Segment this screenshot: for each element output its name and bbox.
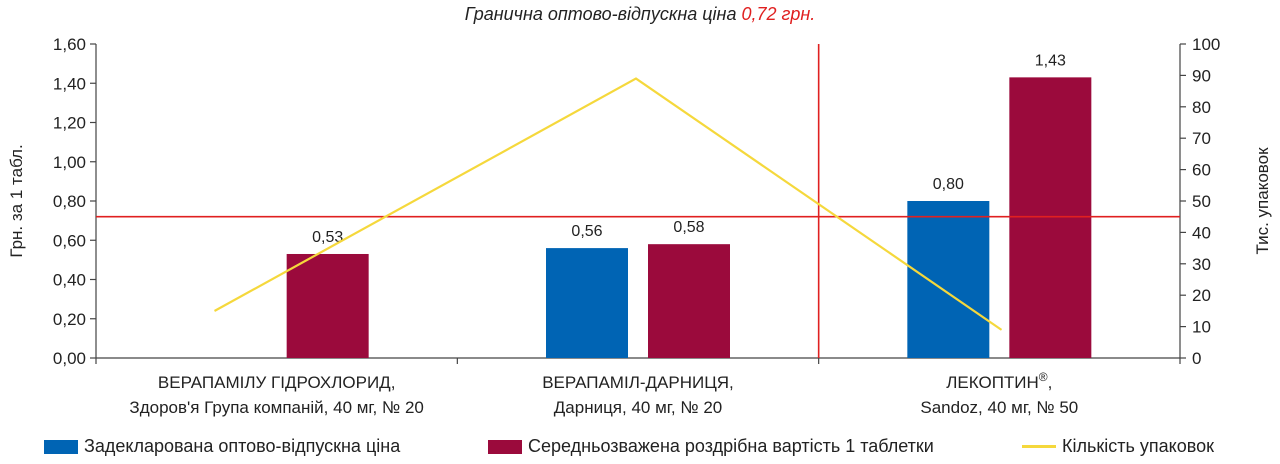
bar-data-label: 0,58 — [673, 219, 704, 236]
bar-data-label: 1,43 — [1035, 52, 1066, 69]
bar-declared-1 — [546, 248, 628, 358]
bar-retail-0 — [286, 253, 369, 358]
y-tick-label-left: 1,20 — [53, 114, 86, 133]
bar-retail-2 — [1009, 77, 1092, 359]
x-category-label-line2: Здоров'я Група компаній, 40 мг, № 20 — [129, 398, 423, 417]
bar-declared-2 — [907, 201, 990, 358]
bar-data-label: 0,53 — [312, 229, 343, 246]
y-tick-label-right: 50 — [1192, 192, 1211, 211]
y-tick-label-left: 0,60 — [53, 231, 86, 250]
bar-data-label: 0,80 — [933, 176, 964, 193]
chart-title-prefix: Гранична оптово-відпускна ціна — [464, 4, 742, 24]
y-axis-title-right: Тис. упаковок — [1253, 147, 1272, 255]
x-category-name: ВЕРАПАМІЛУ ГІДРОХЛОРИД, — [158, 373, 396, 392]
x-category-label-line1: ЛЕКОПТИН®, — [946, 370, 1052, 392]
x-category-label-line1: ВЕРАПАМІЛУ ГІДРОХЛОРИД, — [158, 373, 396, 392]
x-category-name: ЛЕКОПТИН — [946, 373, 1039, 392]
registered-mark: ® — [1039, 370, 1048, 384]
y-tick-label-right: 20 — [1192, 286, 1211, 305]
legend-item-packages: Кількість упаковок — [1022, 436, 1214, 457]
y-tick-label-right: 0 — [1192, 349, 1201, 368]
chart-legend: Задекларована оптово-відпускна ціна Сере… — [0, 436, 1280, 460]
legend-item-declared-price: Задекларована оптово-відпускна ціна — [44, 436, 400, 457]
y-tick-label-right: 60 — [1192, 161, 1211, 180]
line-point-packages — [1000, 329, 1002, 331]
x-category-punctuation: , — [1048, 373, 1053, 392]
y-tick-label-right: 100 — [1192, 35, 1220, 54]
chart-title: Гранична оптово-відпускна ціна 0,72 грн. — [0, 4, 1280, 25]
y-axis-title-left: Грн. за 1 табл. — [7, 144, 26, 257]
chart-title-value: 0,72 грн. — [741, 4, 816, 24]
bar-retail-1 — [648, 244, 730, 358]
y-tick-label-left: 1,40 — [53, 74, 86, 93]
x-category-label-line1: ВЕРАПАМІЛ-ДАРНИЦЯ, — [542, 373, 734, 392]
y-tick-label-left: 0,40 — [53, 271, 86, 290]
x-category-label-line2: Дарниця, 40 мг, № 20 — [554, 398, 722, 417]
y-tick-label-left: 0,00 — [53, 349, 86, 368]
y-tick-label-left: 1,00 — [53, 153, 86, 172]
y-tick-label-left: 0,20 — [53, 310, 86, 329]
line-point-packages — [214, 310, 216, 312]
x-category-name: ВЕРАПАМІЛ-ДАРНИЦЯ, — [542, 373, 734, 392]
y-tick-label-right: 70 — [1192, 129, 1211, 148]
y-tick-label-right: 10 — [1192, 318, 1211, 337]
chart-plot: 0,00 0,20 0,40 0,60 0,80 1,00 1,20 1,40 1,60 0 10 2… — [7, 35, 1272, 417]
legend-label-declared-price: Задекларована оптово-відпускна ціна — [84, 436, 401, 456]
legend-item-retail-cost: Середньозважена роздрібна вартість 1 таб… — [488, 436, 934, 457]
y-tick-label-right: 90 — [1192, 66, 1211, 85]
legend-line-packages — [1022, 445, 1056, 448]
x-category-label-line2: Sandoz, 40 мг, № 50 — [920, 398, 1078, 417]
y-tick-label-right: 80 — [1192, 98, 1211, 117]
legend-swatch-retail-cost — [488, 439, 522, 454]
y-tick-label-right: 40 — [1192, 223, 1211, 242]
y-tick-label-right: 30 — [1192, 255, 1211, 274]
line-point-packages — [635, 78, 637, 80]
y-tick-label-left: 0,80 — [53, 192, 86, 211]
legend-label-retail-cost: Середньозважена роздрібна вартість 1 таб… — [528, 436, 934, 456]
legend-label-packages: Кількість упаковок — [1062, 436, 1214, 456]
y-tick-label-left: 1,60 — [53, 35, 86, 54]
legend-swatch-declared-price — [44, 439, 78, 454]
bar-data-label: 0,56 — [571, 223, 602, 240]
